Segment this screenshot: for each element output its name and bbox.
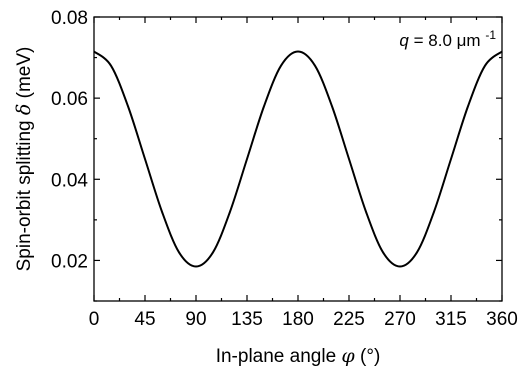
annotation-value: = 8.0 μm bbox=[414, 31, 481, 50]
series-line bbox=[93, 50, 503, 268]
y-tick-labels: 0.02 0.04 0.06 0.08 bbox=[51, 8, 88, 272]
x-tick-labels: 0 45 90 135 180 225 270 315 360 bbox=[89, 309, 518, 330]
annotation-var: q bbox=[399, 31, 409, 50]
y-axis-symbol: δ bbox=[13, 104, 35, 115]
plot-frame bbox=[93, 16, 503, 302]
x-tick-label: 45 bbox=[134, 309, 155, 330]
x-tick-label: 315 bbox=[435, 309, 467, 330]
x-tick-label: 0 bbox=[89, 309, 100, 330]
x-tick-label: 180 bbox=[282, 309, 314, 330]
y-tick-label: 0.06 bbox=[51, 89, 88, 110]
annotation-exponent: -1 bbox=[485, 28, 496, 42]
y-axis-title: Spin-orbit splitting δ (meV) bbox=[13, 47, 35, 272]
x-tick-label: 360 bbox=[486, 309, 518, 330]
x-axis-symbol: φ bbox=[341, 345, 355, 367]
ticks-layer bbox=[93, 16, 503, 302]
x-tick-label: 225 bbox=[333, 309, 365, 330]
x-tick-label: 270 bbox=[384, 309, 416, 330]
x-axis-title: In-plane angle φ (°) bbox=[216, 345, 381, 367]
y-tick-label: 0.02 bbox=[51, 251, 88, 272]
y-tick-label: 0.08 bbox=[51, 8, 88, 29]
x-tick-label: 135 bbox=[231, 309, 263, 330]
y-tick-label: 0.04 bbox=[51, 170, 88, 191]
annotation: q = 8.0 μm -1 bbox=[399, 28, 496, 50]
x-tick-label: 90 bbox=[185, 309, 206, 330]
